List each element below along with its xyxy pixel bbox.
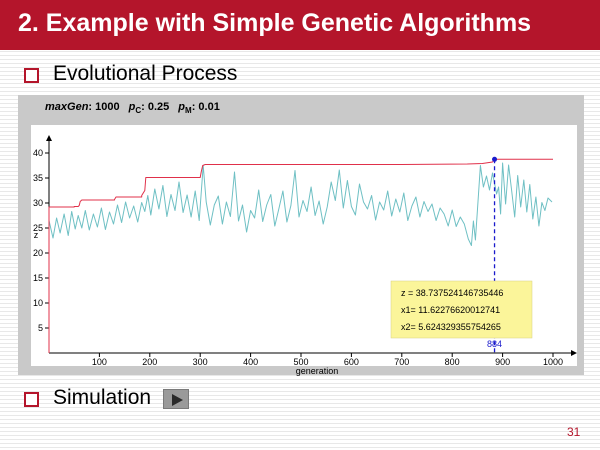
x-tick-label: 900 (495, 357, 510, 367)
y-tick-label: 15 (33, 273, 43, 283)
y-tick-label: 30 (33, 198, 43, 208)
bullet-evolutional-process: Evolutional Process (53, 62, 238, 85)
page-number: 31 (567, 425, 581, 439)
pc-value: : 0.25 (141, 101, 170, 113)
x-axis-label: generation (296, 366, 339, 376)
current-fitness-line (48, 162, 553, 246)
simulation-play-button[interactable] (163, 389, 189, 409)
y-tick-label: 5 (38, 323, 43, 333)
parameter-line: maxGen: 1000 pC: 0.25 pM: 0.01 (45, 101, 220, 115)
chart-layer: 100 200 300 400 500 600 700 800 900 1000 5 10 15 20 25… (33, 135, 577, 376)
x-tick-label: 300 (193, 357, 208, 367)
y-tick-label: 40 (33, 148, 43, 158)
best-fitness-line (48, 158, 553, 353)
annotation-line: x2= 5.624329355754265 (401, 322, 501, 332)
y-tick-label: 25 (33, 223, 43, 233)
maxgen-value: : 1000 (88, 101, 120, 113)
marker-point (492, 156, 498, 162)
pm-value: : 0.01 (191, 101, 220, 113)
bullet-simulation: Simulation (53, 386, 152, 409)
bullet-square-icon (24, 392, 39, 407)
marker-label: 884 (487, 339, 502, 349)
pm-sub: M (185, 106, 192, 116)
x-axis-arrow (571, 350, 577, 356)
x-tick-label: 600 (344, 357, 359, 367)
y-tick-label: 10 (33, 298, 43, 308)
x-tick-label: 1000 (543, 357, 563, 367)
y-axis-label: z (34, 230, 39, 240)
title-bar: 2. Example with Simple Genetic Algorithm… (0, 0, 600, 50)
play-icon (172, 394, 183, 406)
x-tick-label: 500 (293, 357, 308, 367)
pc-label: p (128, 101, 136, 113)
y-tick-label: 35 (33, 173, 43, 183)
bullet-square-icon (24, 68, 39, 83)
y-axis-arrow (46, 135, 52, 141)
x-tick-label: 100 (92, 357, 107, 367)
maxgen-label: maxGen (45, 101, 89, 113)
x-tick-label: 400 (243, 357, 258, 367)
pm-label: p (178, 101, 186, 113)
x-tick-label: 200 (142, 357, 157, 367)
annotation-line: z = 38.737524146735446 (401, 288, 503, 298)
annotation-line: x1= 11.62276620012741 (401, 305, 500, 315)
x-tick-label: 800 (445, 357, 460, 367)
x-tick-label: 700 (394, 357, 409, 367)
slide-title: 2. Example with Simple Genetic Algorithm… (18, 9, 532, 37)
pc-sub: C (135, 106, 142, 116)
y-tick-label: 20 (33, 248, 43, 258)
annotation-box (390, 280, 533, 339)
